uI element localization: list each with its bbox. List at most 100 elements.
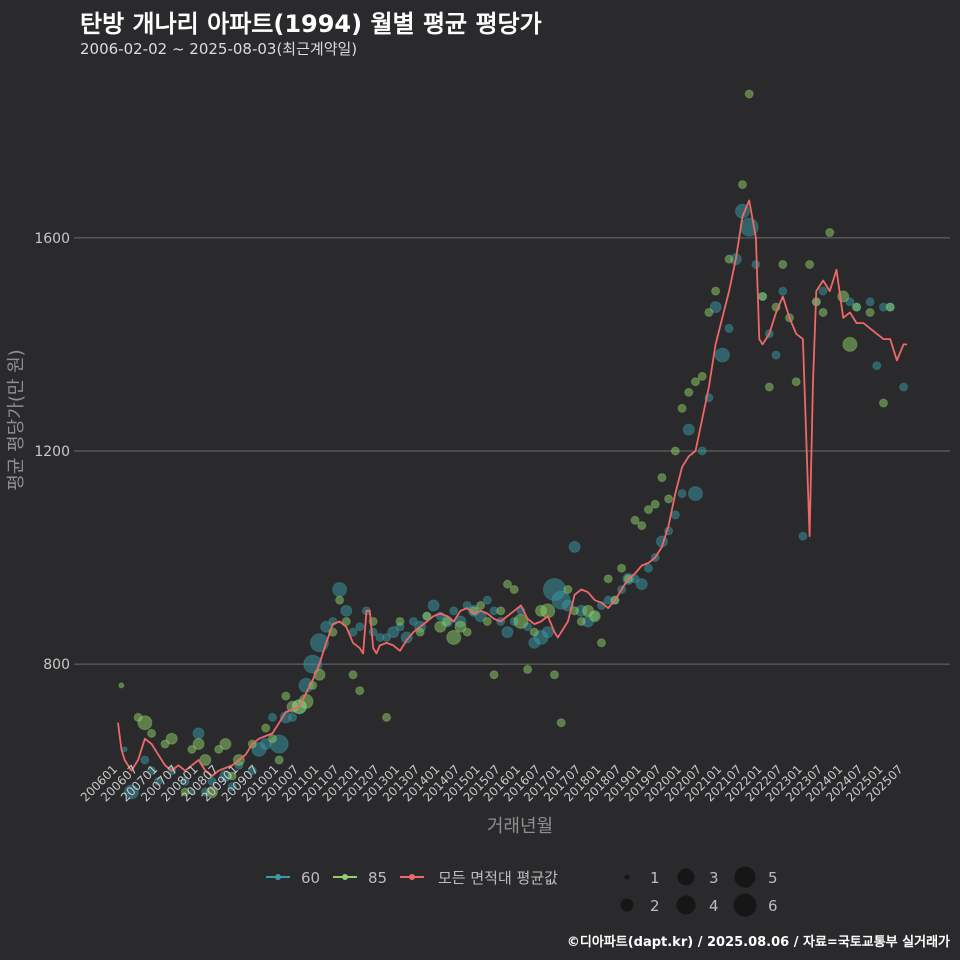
point-60-202403[interactable]	[845, 297, 855, 307]
point-85-201605[interactable]	[529, 627, 539, 637]
point-85-201601[interactable]	[513, 613, 529, 629]
point-85-201611[interactable]	[549, 670, 559, 680]
point-85-202103[interactable]	[724, 254, 734, 264]
point-85-200803[interactable]	[199, 754, 212, 766]
point-60-201609[interactable]	[541, 626, 554, 639]
point-85-202503[interactable]	[885, 302, 895, 312]
point-85-201111[interactable]	[348, 670, 358, 680]
point-60-201205[interactable]	[368, 627, 378, 637]
point-85-202501[interactable]	[878, 398, 888, 408]
point-85-202409[interactable]	[865, 307, 875, 317]
point-85-200909[interactable]	[261, 723, 271, 733]
point-85-202309[interactable]	[825, 228, 835, 238]
point-60-201705[interactable]	[568, 540, 581, 553]
point-60-202103[interactable]	[724, 323, 734, 333]
legend-item-85[interactable]: 85	[333, 869, 387, 887]
point-85-201001[interactable]	[274, 755, 284, 765]
point-85-202207[interactable]	[778, 259, 788, 269]
point-85-200807[interactable]	[214, 744, 224, 754]
point-60-200611[interactable]	[147, 766, 157, 776]
point-85-200609[interactable]	[137, 715, 153, 731]
point-60-201503[interactable]	[482, 595, 492, 605]
point-85-200805[interactable]	[206, 785, 219, 798]
point-85-200705[interactable]	[165, 732, 178, 745]
point-60-200811[interactable]	[227, 782, 237, 792]
point-60-200709[interactable]	[180, 776, 190, 786]
point-85-201707[interactable]	[576, 616, 586, 626]
point-60-200905[interactable]	[247, 766, 257, 776]
point-85-202201[interactable]	[758, 291, 768, 301]
point-85-201409[interactable]	[462, 627, 472, 637]
point-60-202409[interactable]	[865, 297, 875, 307]
point-85-200911[interactable]	[267, 734, 277, 744]
point-60-201405[interactable]	[449, 606, 459, 616]
point-85-201811[interactable]	[630, 515, 640, 525]
point-60-200605[interactable]	[123, 784, 139, 800]
point-60-200911[interactable]	[267, 712, 277, 722]
point-85-201509[interactable]	[502, 579, 512, 589]
point-85-201911[interactable]	[670, 446, 680, 456]
point-85-201801[interactable]	[596, 638, 606, 648]
point-85-201505[interactable]	[489, 670, 499, 680]
point-85-202003[interactable]	[684, 387, 694, 397]
point-85-201907[interactable]	[657, 473, 667, 483]
point-60-202507[interactable]	[899, 382, 909, 392]
point-85-202107[interactable]	[737, 180, 747, 190]
point-85-201701[interactable]	[556, 718, 566, 728]
point-60-200609[interactable]	[140, 755, 150, 765]
point-60-202011[interactable]	[709, 301, 722, 314]
point-60-201109[interactable]	[340, 604, 353, 617]
point-60-201901[interactable]	[635, 578, 648, 591]
point-85-201901[interactable]	[637, 521, 647, 531]
point-85-200709[interactable]	[180, 787, 190, 797]
point-60-202001[interactable]	[677, 489, 687, 499]
point-60-201005[interactable]	[288, 712, 298, 722]
point-85-201603[interactable]	[523, 664, 533, 674]
point-85-202007[interactable]	[697, 371, 707, 381]
point-85-201201[interactable]	[355, 686, 365, 696]
point-85-202009[interactable]	[704, 307, 714, 317]
point-60-201409[interactable]	[462, 600, 472, 610]
point-85-201003[interactable]	[281, 691, 291, 701]
point-85-201307[interactable]	[415, 627, 425, 637]
point-60-201211[interactable]	[387, 626, 400, 639]
point-85-201309[interactable]	[422, 611, 432, 621]
point-85-201703[interactable]	[563, 585, 573, 594]
point-60-200603[interactable]	[121, 746, 128, 753]
legend-item-60[interactable]: 60	[266, 869, 320, 887]
point-85-201501[interactable]	[476, 600, 486, 610]
point-85-200602[interactable]	[118, 682, 125, 689]
point-85-200703[interactable]	[160, 739, 170, 749]
point-60-200701[interactable]	[153, 776, 163, 786]
point-60-201201[interactable]	[355, 622, 365, 632]
point-85-202303[interactable]	[805, 259, 815, 269]
point-60-202301[interactable]	[798, 531, 808, 541]
point-60-202411[interactable]	[872, 361, 882, 371]
point-85-202211[interactable]	[791, 377, 801, 387]
legend-item-average[interactable]: 모든 면적대 평균값	[400, 869, 558, 887]
point-85-201511[interactable]	[509, 585, 519, 594]
point-60-201509[interactable]	[501, 626, 514, 639]
point-60-201911[interactable]	[670, 510, 680, 520]
point-85-201803[interactable]	[603, 574, 613, 584]
point-60-202205[interactable]	[771, 350, 781, 360]
point-60-200801[interactable]	[192, 727, 205, 740]
point-85-201107[interactable]	[335, 595, 345, 605]
point-60-202003[interactable]	[682, 423, 695, 436]
point-85-202001[interactable]	[677, 403, 687, 413]
point-85-201109[interactable]	[341, 616, 351, 626]
point-60-200711[interactable]	[188, 788, 195, 795]
point-85-200811[interactable]	[227, 771, 237, 781]
point-85-201401[interactable]	[434, 620, 447, 633]
point-60-201107[interactable]	[332, 582, 348, 597]
point-85-202109[interactable]	[744, 89, 754, 99]
average-price-line[interactable]	[117, 199, 907, 777]
point-85-201301[interactable]	[395, 616, 405, 626]
point-85-201711[interactable]	[588, 610, 601, 623]
point-85-202403[interactable]	[842, 336, 858, 352]
point-85-201405[interactable]	[446, 629, 462, 645]
point-60-201903[interactable]	[643, 563, 653, 573]
point-85-201905[interactable]	[650, 499, 660, 509]
point-60-201305[interactable]	[408, 616, 418, 626]
point-85-200809[interactable]	[219, 738, 232, 751]
